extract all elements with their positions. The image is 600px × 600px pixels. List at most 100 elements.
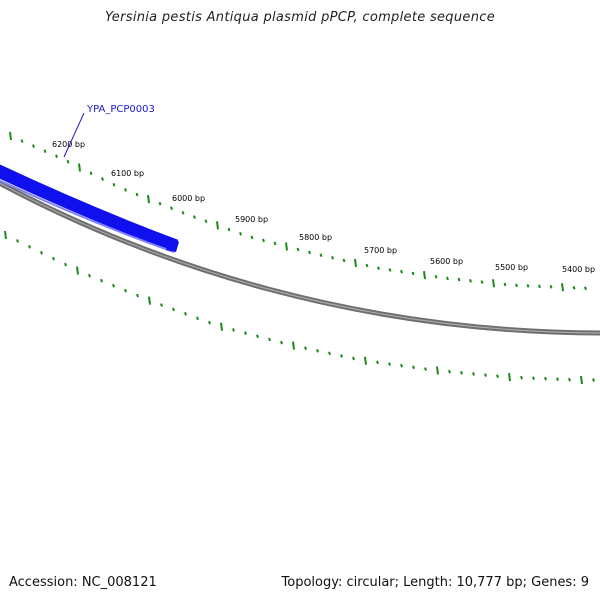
outer-ring-minor-tick [434, 275, 438, 279]
outer-ring-minor-tick [469, 279, 472, 283]
tick-label: 6200 bp [52, 140, 85, 149]
inner-ring-minor-tick [100, 278, 103, 283]
inner-ring-minor-tick [88, 273, 91, 278]
outer-ring-major-tick [9, 131, 12, 141]
inner-ring-minor-tick [424, 367, 427, 371]
gene-label-ypa-pcp0003[interactable]: YPA_PCP0003 [86, 104, 155, 115]
inner-ring-minor-tick [532, 376, 535, 380]
inner-ring-minor-tick [556, 377, 559, 381]
inner-ring-minor-tick [196, 316, 199, 321]
gene-arrowhead [166, 237, 179, 252]
inner-ring-major-tick [436, 366, 439, 375]
tick-label: 5600 bp [430, 257, 463, 266]
tick-label: 5700 bp [364, 246, 397, 255]
outer-ring-minor-tick [135, 192, 139, 197]
map-title: Yersinia pestis Antiqua plasmid pPCP, co… [104, 10, 495, 25]
outer-tick-ring [9, 131, 587, 292]
inner-ring-major-tick [220, 322, 223, 331]
inner-ring-minor-tick [472, 372, 475, 376]
inner-ring-minor-tick [520, 375, 523, 380]
inner-ring-minor-tick [328, 351, 331, 356]
inner-ring-minor-tick [172, 307, 175, 312]
outer-ring-minor-tick [584, 286, 587, 291]
outer-ring-minor-tick [170, 206, 173, 211]
inner-ring-minor-tick [40, 250, 43, 255]
inner-ring-minor-tick [232, 328, 235, 332]
outer-ring-minor-tick [572, 285, 576, 290]
outer-ring-major-tick [147, 194, 150, 204]
outer-ring-minor-tick [55, 154, 58, 159]
outer-ring-minor-tick [377, 266, 380, 270]
outer-ring-minor-tick [342, 258, 346, 263]
outer-ring-major-tick [354, 258, 357, 268]
inner-ring-minor-tick [412, 365, 415, 370]
outer-ring-minor-tick [239, 231, 242, 236]
inner-ring-minor-tick [208, 320, 211, 325]
inner-ring-minor-tick [136, 293, 139, 298]
outer-ring-major-tick [285, 242, 288, 251]
outer-ring-major-tick [78, 163, 81, 172]
inner-ring-minor-tick [112, 283, 115, 288]
outer-ring-minor-tick [538, 284, 541, 289]
inner-ring-minor-tick [52, 256, 55, 261]
inner-ring-major-tick [580, 375, 583, 385]
inner-ring-minor-tick [316, 348, 319, 353]
inner-ring-minor-tick [28, 245, 31, 249]
tick-label: 5400 bp [562, 265, 595, 274]
inner-ring-minor-tick [160, 303, 163, 307]
outer-ring-minor-tick [193, 215, 196, 219]
inner-ring-minor-tick [268, 337, 271, 342]
tick-label: 5800 bp [299, 233, 332, 242]
inner-tick-ring [4, 230, 595, 385]
inner-ring-major-tick [148, 296, 151, 305]
outer-ring-minor-tick [101, 177, 104, 181]
outer-ring-minor-tick [365, 263, 369, 268]
tick-label: 5900 bp [235, 215, 268, 224]
inner-ring-minor-tick [64, 262, 67, 267]
outer-ring-minor-tick [331, 255, 334, 260]
gene-feature-ypa-pcp0003[interactable] [0, 164, 179, 253]
outer-ring-minor-tick [32, 144, 35, 148]
outer-ring-minor-tick [250, 235, 254, 240]
inner-ring-major-tick [4, 230, 7, 240]
inner-ring-major-tick [76, 266, 79, 275]
outer-ring-minor-tick [20, 139, 24, 143]
inner-ring-minor-tick [304, 346, 307, 351]
outer-ring-minor-tick [43, 149, 47, 153]
outer-ring-minor-tick [526, 283, 530, 288]
inner-ring-minor-tick [400, 363, 403, 368]
outer-ring-minor-tick [480, 280, 484, 284]
inner-ring-minor-tick [388, 362, 391, 366]
outer-ring-minor-tick [181, 210, 185, 215]
inner-ring-minor-tick [496, 374, 499, 379]
inner-ring-minor-tick [592, 378, 595, 382]
summary-text: Topology: circular; Length: 10,777 bp; G… [281, 575, 589, 590]
inner-ring-minor-tick [256, 334, 259, 339]
outer-ring-minor-tick [515, 283, 518, 288]
outer-ring-minor-tick [112, 182, 116, 187]
inner-ring-minor-tick [124, 288, 127, 293]
gene-label-leader [63, 112, 85, 158]
inner-ring-minor-tick [244, 331, 247, 335]
outer-ring-minor-tick [204, 219, 208, 224]
inner-ring-minor-tick [544, 376, 547, 381]
accession-text: Accession: NC_008121 [9, 575, 157, 590]
outer-ring-minor-tick [400, 269, 403, 274]
outer-ring-minor-tick [457, 277, 461, 282]
outer-ring-minor-tick [124, 188, 127, 192]
outer-ring-major-tick [492, 279, 495, 288]
outer-ring-minor-tick [273, 241, 277, 246]
outer-ring-minor-tick [388, 268, 392, 272]
inner-ring-minor-tick [280, 340, 283, 345]
plasmid-backbone [0, 180, 600, 336]
inner-ring-major-tick [508, 373, 511, 382]
outer-ring-major-tick [216, 221, 219, 230]
outer-ring-minor-tick [227, 227, 231, 232]
outer-ring-minor-tick [549, 284, 553, 289]
outer-ring-minor-tick [66, 159, 70, 164]
outer-ring-major-tick [423, 270, 426, 280]
inner-ring-minor-tick [16, 239, 19, 243]
tick-label: 6100 bp [111, 169, 144, 178]
